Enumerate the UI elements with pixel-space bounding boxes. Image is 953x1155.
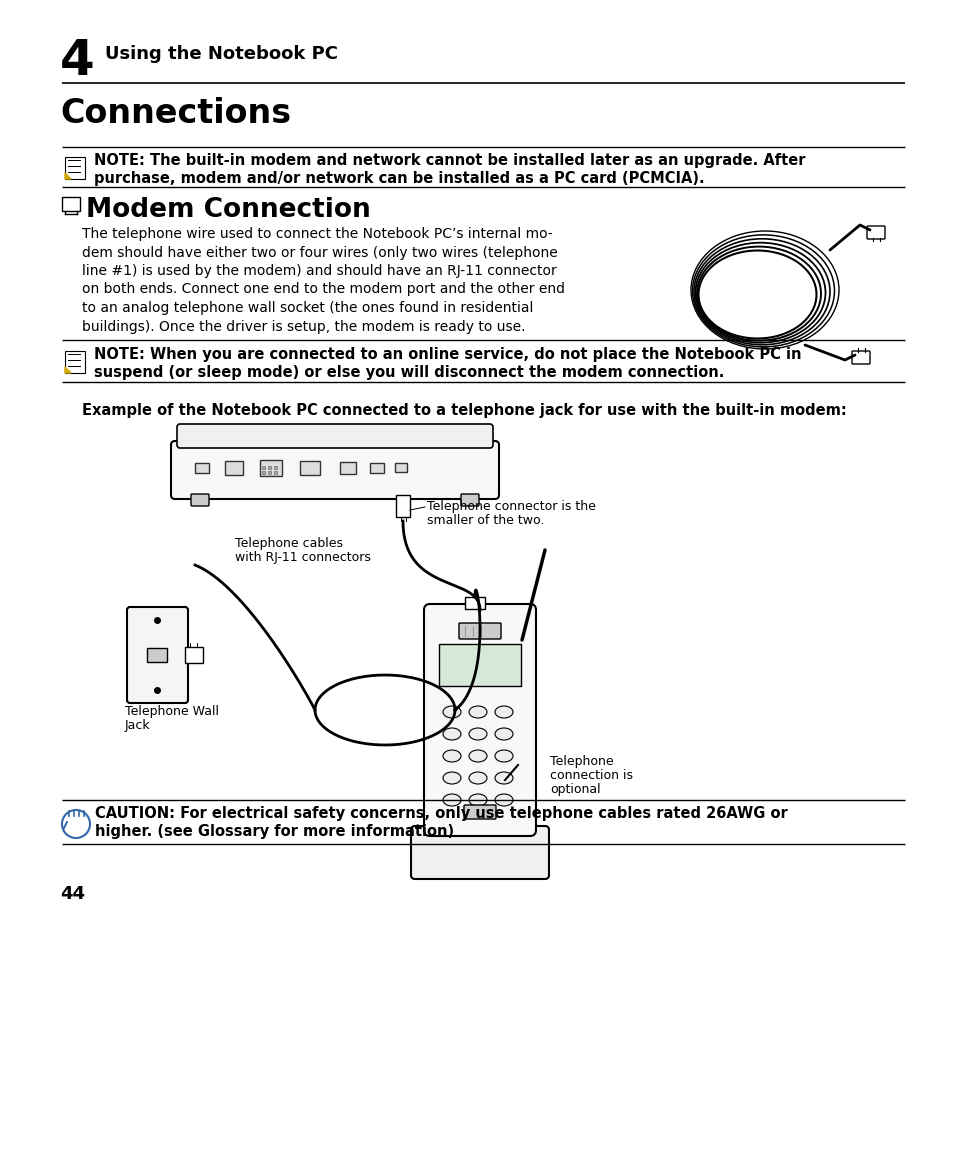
Text: buildings). Once the driver is setup, the modem is ready to use.: buildings). Once the driver is setup, th… — [82, 320, 525, 334]
Ellipse shape — [442, 706, 460, 718]
Text: The telephone wire used to connect the Notebook PC’s internal mo-: The telephone wire used to connect the N… — [82, 228, 552, 241]
Text: optional: optional — [550, 783, 600, 796]
FancyBboxPatch shape — [411, 826, 548, 879]
Ellipse shape — [495, 728, 513, 740]
FancyBboxPatch shape — [851, 351, 869, 364]
Ellipse shape — [469, 728, 486, 740]
FancyBboxPatch shape — [464, 597, 484, 609]
Text: Telephone Wall: Telephone Wall — [125, 705, 219, 718]
Text: to an analog telephone wall socket (the ones found in residential: to an analog telephone wall socket (the … — [82, 301, 533, 315]
Text: Jack: Jack — [125, 720, 151, 732]
Text: with RJ-11 connectors: with RJ-11 connectors — [234, 551, 371, 564]
Text: suspend (or sleep mode) or else you will disconnect the modem connection.: suspend (or sleep mode) or else you will… — [94, 365, 723, 380]
Polygon shape — [65, 367, 71, 373]
Ellipse shape — [495, 772, 513, 784]
FancyBboxPatch shape — [62, 198, 80, 211]
Ellipse shape — [495, 793, 513, 806]
Text: Modem Connection: Modem Connection — [86, 198, 371, 223]
FancyBboxPatch shape — [185, 647, 203, 663]
FancyBboxPatch shape — [225, 461, 243, 475]
FancyBboxPatch shape — [299, 461, 319, 475]
FancyBboxPatch shape — [268, 471, 271, 474]
FancyBboxPatch shape — [370, 463, 384, 474]
FancyBboxPatch shape — [460, 494, 478, 506]
FancyBboxPatch shape — [274, 471, 276, 474]
FancyBboxPatch shape — [171, 441, 498, 499]
Text: Telephone cables: Telephone cables — [234, 537, 343, 550]
Text: 44: 44 — [60, 885, 85, 903]
Ellipse shape — [469, 793, 486, 806]
Text: Using the Notebook PC: Using the Notebook PC — [105, 45, 337, 64]
FancyBboxPatch shape — [423, 604, 536, 836]
FancyBboxPatch shape — [194, 463, 209, 474]
FancyBboxPatch shape — [147, 648, 167, 662]
Text: smaller of the two.: smaller of the two. — [427, 514, 544, 527]
Ellipse shape — [495, 706, 513, 718]
FancyBboxPatch shape — [127, 608, 188, 703]
FancyBboxPatch shape — [191, 494, 209, 506]
Ellipse shape — [469, 706, 486, 718]
Text: NOTE: The built-in modem and network cannot be installed later as an upgrade. Af: NOTE: The built-in modem and network can… — [94, 152, 804, 167]
Text: CAUTION: For electrical safety concerns, only use telephone cables rated 26AWG o: CAUTION: For electrical safety concerns,… — [95, 806, 787, 821]
Text: on both ends. Connect one end to the modem port and the other end: on both ends. Connect one end to the mod… — [82, 283, 564, 297]
Text: dem should have either two or four wires (only two wires (telephone: dem should have either two or four wires… — [82, 246, 558, 260]
FancyBboxPatch shape — [458, 623, 500, 639]
Ellipse shape — [442, 793, 460, 806]
Ellipse shape — [442, 750, 460, 762]
FancyBboxPatch shape — [339, 462, 355, 474]
Text: Connections: Connections — [60, 97, 291, 131]
FancyBboxPatch shape — [65, 157, 85, 179]
FancyBboxPatch shape — [395, 495, 410, 517]
Text: line #1) is used by the modem) and should have an RJ-11 connector: line #1) is used by the modem) and shoul… — [82, 264, 557, 278]
Text: 4: 4 — [60, 37, 94, 85]
Ellipse shape — [442, 728, 460, 740]
FancyBboxPatch shape — [438, 644, 520, 686]
Text: purchase, modem and/or network can be installed as a PC card (PCMCIA).: purchase, modem and/or network can be in… — [94, 171, 704, 186]
FancyBboxPatch shape — [866, 226, 884, 239]
Text: Telephone: Telephone — [550, 755, 613, 768]
FancyBboxPatch shape — [463, 805, 496, 819]
Ellipse shape — [469, 772, 486, 784]
Polygon shape — [65, 173, 71, 179]
Text: Example of the Notebook PC connected to a telephone jack for use with the built-: Example of the Notebook PC connected to … — [82, 403, 846, 418]
FancyBboxPatch shape — [262, 471, 265, 474]
FancyBboxPatch shape — [268, 465, 271, 469]
Text: Telephone connector is the: Telephone connector is the — [427, 500, 596, 513]
FancyBboxPatch shape — [177, 424, 493, 448]
Text: NOTE: When you are connected to an online service, do not place the Notebook PC : NOTE: When you are connected to an onlin… — [94, 346, 801, 362]
Text: higher. (see Glossary for more information): higher. (see Glossary for more informati… — [95, 824, 454, 839]
Text: connection is: connection is — [550, 769, 633, 782]
FancyBboxPatch shape — [260, 460, 282, 476]
Ellipse shape — [442, 772, 460, 784]
FancyBboxPatch shape — [395, 463, 407, 472]
Ellipse shape — [495, 750, 513, 762]
Ellipse shape — [469, 750, 486, 762]
FancyBboxPatch shape — [274, 465, 276, 469]
FancyBboxPatch shape — [65, 351, 85, 373]
FancyBboxPatch shape — [262, 465, 265, 469]
